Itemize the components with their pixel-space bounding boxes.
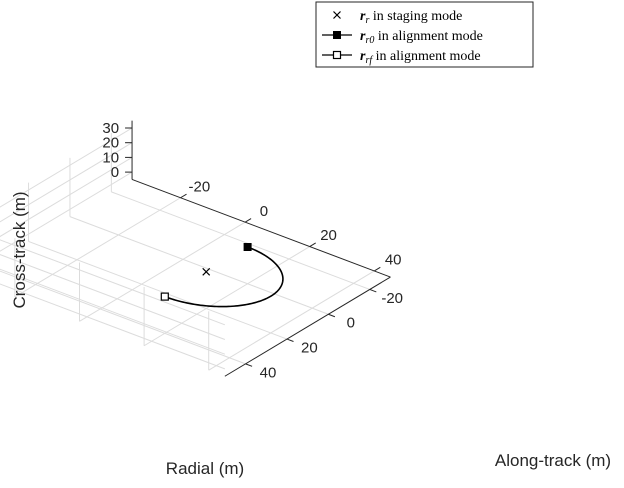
legend-marker-x: [333, 11, 341, 19]
data-point-x: [202, 267, 211, 276]
x-tick-label: 40: [385, 252, 402, 269]
y-tick-label: 40: [260, 364, 277, 381]
back-wall-grid-line-z: [0, 142, 133, 223]
data-point-open-square: [160, 292, 169, 301]
floor-grid-line-x: [143, 246, 310, 347]
data-point-filled-square: [243, 243, 252, 251]
x-tick: [180, 193, 187, 199]
x-tick: [244, 218, 252, 223]
legend-label: rrf in alignment mode: [360, 49, 481, 66]
y-tick: [286, 338, 294, 342]
floor-grid-line-y: [0, 270, 246, 365]
x-tick-label: 0: [260, 203, 268, 220]
floor-grid-line-y: [111, 191, 370, 290]
z-tick-label: 20: [102, 135, 119, 152]
legend-marker-filled-square: [333, 31, 341, 39]
y-axis-label: Along-track (m): [495, 451, 611, 470]
legend-entry: rr in staging mode: [333, 9, 462, 26]
x-tick: [374, 266, 381, 272]
y-tick-label: 0: [347, 315, 355, 332]
side-wall-grid-line-z: [0, 239, 226, 326]
x-axis-line: [131, 178, 391, 278]
grid-layer: [0, 127, 375, 371]
y-tick-label: 20: [301, 340, 318, 357]
legend: rr in staging mode rr0 in alignment mode r…: [315, 1, 534, 68]
floor-grid-line-x: [208, 270, 375, 371]
z-tick-label: 10: [102, 149, 119, 166]
floor-grid-line-y: [69, 216, 329, 315]
x-tick-label: -20: [189, 178, 211, 195]
z-tick-label: 30: [102, 120, 119, 137]
y-tick: [328, 313, 336, 318]
floor-grid-line-y: [28, 240, 288, 340]
legend-marker-open-square: [332, 50, 342, 60]
data-layer: [160, 243, 284, 308]
z-tick-label: 0: [111, 164, 119, 181]
side-wall-grid-line-z: [0, 283, 226, 370]
y-axis-line: [224, 276, 391, 377]
floor-grid-line-x: [14, 197, 181, 298]
y-tick: [369, 288, 377, 293]
z-axis-label: Cross-track (m): [10, 191, 29, 308]
y-tick-label: -20: [381, 290, 403, 307]
x-axis-label: Radial (m): [166, 459, 244, 478]
x-tick-label: 20: [320, 227, 337, 244]
trajectory-line: [164, 246, 284, 308]
x-tick: [309, 242, 316, 247]
legend-label: rr0 in alignment mode: [360, 29, 483, 46]
side-wall-grid-line-z: [0, 254, 226, 340]
back-wall-grid-line-z: [0, 127, 133, 208]
floor-grid-line-x: [79, 221, 246, 322]
legend-entry: rrf in alignment mode: [322, 49, 481, 66]
back-wall-grid-line-z: [0, 156, 133, 238]
back-wall-grid-line-z: [0, 171, 133, 252]
side-wall-grid-line-z: [0, 268, 226, 355]
y-tick: [245, 363, 253, 367]
legend-label: rr in staging mode: [360, 9, 462, 26]
legend-entry: rr0 in alignment mode: [322, 29, 483, 46]
legend-box: [315, 1, 534, 68]
